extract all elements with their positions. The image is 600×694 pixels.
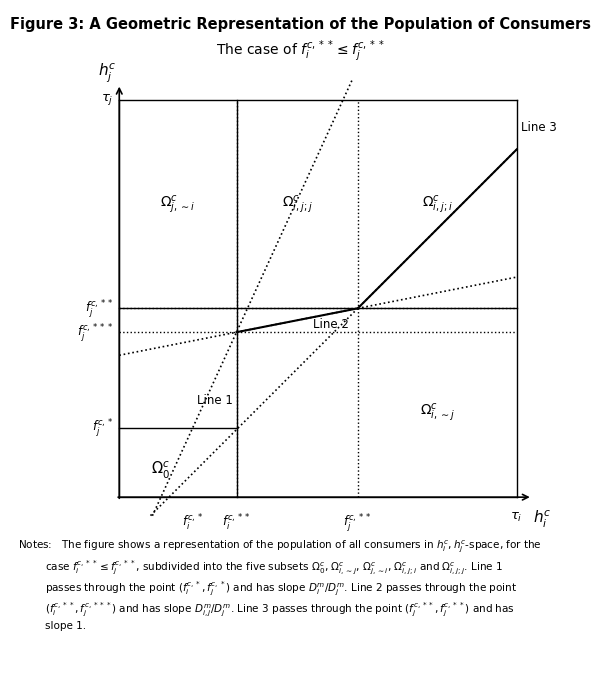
Text: case $f_i^{c,**} \leq f_j^{c,**}$, subdivided into the five subsets $\Omega_0^c$: case $f_i^{c,**} \leq f_j^{c,**}$, subdi… bbox=[45, 559, 503, 577]
Text: Line 3: Line 3 bbox=[521, 121, 556, 134]
Text: Figure 3: A Geometric Representation of the Population of Consumers: Figure 3: A Geometric Representation of … bbox=[10, 17, 590, 33]
Text: $f_j^{c,**}$: $f_j^{c,**}$ bbox=[343, 511, 372, 534]
Text: $f_j^{c,*}$: $f_j^{c,*}$ bbox=[92, 416, 113, 439]
Text: $f_j^{c,***}$: $f_j^{c,***}$ bbox=[77, 321, 113, 344]
Text: $\tau_j$: $\tau_j$ bbox=[101, 92, 113, 107]
Text: $\Omega_{i,j;i}^c$: $\Omega_{i,j;i}^c$ bbox=[422, 193, 453, 215]
Text: $f_i^{c,**}$: $f_i^{c,**}$ bbox=[222, 511, 251, 532]
Text: $\Omega_{i,\sim j}^c$: $\Omega_{i,\sim j}^c$ bbox=[420, 401, 455, 423]
Text: $\tau_i$: $\tau_i$ bbox=[511, 511, 523, 524]
Text: $f_j^{c,**}$: $f_j^{c,**}$ bbox=[85, 297, 113, 320]
Text: $f_i^{c,*}$: $f_i^{c,*}$ bbox=[182, 511, 203, 532]
Text: $\Omega_{i,j;j}^c$: $\Omega_{i,j;j}^c$ bbox=[281, 193, 313, 215]
Text: $\Omega_0^c$: $\Omega_0^c$ bbox=[151, 460, 170, 481]
Text: slope 1.: slope 1. bbox=[45, 621, 86, 631]
Text: $h_i^c$: $h_i^c$ bbox=[533, 509, 551, 530]
Text: $(f_i^{c,**}, f_j^{c,***})$ and has slope $D_{i,j}^m/D_j^m$. Line 3 passes throu: $(f_i^{c,**}, f_j^{c,***})$ and has slop… bbox=[45, 600, 515, 618]
Text: Line 2: Line 2 bbox=[313, 318, 349, 331]
Text: Line 1: Line 1 bbox=[197, 394, 233, 407]
Text: $\Omega_{j,\sim i}^c$: $\Omega_{j,\sim i}^c$ bbox=[160, 193, 196, 215]
Text: passes through the point $(f_i^{c,*}, f_j^{c,*})$ and has slope $D_i^m/D_j^m$. L: passes through the point $(f_i^{c,*}, f_… bbox=[45, 579, 517, 598]
Text: The case of $f_i^{c,**} \leq f_j^{c,**}$: The case of $f_i^{c,**} \leq f_j^{c,**}$ bbox=[215, 38, 385, 64]
Text: $h_j^c$: $h_j^c$ bbox=[98, 61, 116, 84]
Text: Notes:   The figure shows a representation of the population of all consumers in: Notes: The figure shows a representation… bbox=[18, 538, 542, 554]
